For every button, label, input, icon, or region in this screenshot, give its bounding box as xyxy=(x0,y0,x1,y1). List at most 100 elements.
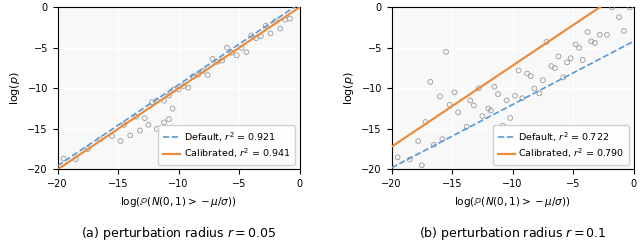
Point xyxy=(280,18,290,22)
Point xyxy=(246,33,257,37)
Point xyxy=(546,64,556,68)
Point xyxy=(159,121,169,124)
Point xyxy=(285,17,295,21)
Point xyxy=(58,157,68,160)
Point xyxy=(566,56,576,60)
Point xyxy=(420,120,431,124)
Point xyxy=(586,39,596,43)
Point xyxy=(198,69,208,73)
Point xyxy=(477,114,488,118)
Point xyxy=(486,109,496,113)
Y-axis label: $\log(p)$: $\log(p)$ xyxy=(342,71,356,105)
Point xyxy=(236,46,246,50)
Point xyxy=(159,99,169,103)
Point xyxy=(135,129,145,132)
Point xyxy=(392,155,403,159)
Legend: Default, $r^2$ = 0.722, Calibrated, $r^2$ = 0.790: Default, $r^2$ = 0.722, Calibrated, $r^2… xyxy=(493,125,629,165)
Point xyxy=(483,107,493,111)
Point xyxy=(183,86,193,90)
Point xyxy=(425,80,435,84)
Point xyxy=(570,42,580,46)
Point xyxy=(188,75,198,78)
Point xyxy=(168,107,178,111)
Point xyxy=(266,31,276,35)
Point xyxy=(95,137,105,141)
Point xyxy=(217,59,227,63)
Point xyxy=(251,36,261,40)
Point xyxy=(501,98,511,102)
Point xyxy=(256,34,266,38)
Point xyxy=(595,33,605,37)
Point xyxy=(83,147,93,151)
Point xyxy=(152,98,162,102)
Point xyxy=(119,123,129,127)
Point xyxy=(562,60,572,64)
Point xyxy=(164,94,174,98)
Point xyxy=(222,46,232,50)
Point xyxy=(445,103,455,107)
Point xyxy=(589,41,600,45)
Point xyxy=(510,94,520,98)
Point xyxy=(212,60,223,64)
Point xyxy=(461,125,472,129)
Point xyxy=(513,68,524,72)
Point xyxy=(70,157,81,161)
X-axis label: $\log(\mathbb{P}(N(0, 1) > -\mu/\sigma))$: $\log(\mathbb{P}(N(0, 1) > -\mu/\sigma))… xyxy=(454,195,571,209)
Point xyxy=(554,54,564,58)
Point xyxy=(404,158,415,161)
Point xyxy=(441,50,451,54)
Point xyxy=(125,133,135,137)
Point xyxy=(505,116,515,120)
Point xyxy=(574,46,584,50)
Point xyxy=(525,74,536,78)
Point xyxy=(490,85,500,89)
Point xyxy=(449,91,460,94)
Point xyxy=(275,27,285,30)
Point xyxy=(578,58,588,62)
Point xyxy=(202,73,212,77)
Point xyxy=(152,127,162,131)
Point xyxy=(140,116,150,120)
Point xyxy=(115,139,125,143)
Point xyxy=(614,15,624,19)
Point xyxy=(558,76,568,79)
Point xyxy=(619,29,629,33)
Point xyxy=(468,104,479,107)
Point xyxy=(107,134,117,138)
Point xyxy=(453,110,463,114)
Point xyxy=(474,86,484,90)
Point xyxy=(534,91,545,95)
Point xyxy=(429,143,439,147)
Point xyxy=(522,72,532,76)
Point xyxy=(260,24,271,28)
Point xyxy=(529,87,540,91)
Point xyxy=(582,30,593,34)
Point xyxy=(517,96,527,100)
X-axis label: $\log(\mathbb{P}(N(0, 1) > -\mu/\sigma))$: $\log(\mathbb{P}(N(0, 1) > -\mu/\sigma))… xyxy=(120,195,237,209)
Title: (b) perturbation radius $r = 0.1$: (b) perturbation radius $r = 0.1$ xyxy=(419,226,607,242)
Point xyxy=(541,40,552,44)
Point xyxy=(227,51,237,55)
Point xyxy=(173,87,184,91)
Point xyxy=(602,33,612,37)
Point xyxy=(241,50,252,54)
Point xyxy=(538,78,548,82)
Point xyxy=(437,137,447,141)
Point xyxy=(607,5,617,9)
Point xyxy=(207,57,218,61)
Point xyxy=(465,98,476,102)
Point xyxy=(143,123,154,127)
Y-axis label: $\log(p)$: $\log(p)$ xyxy=(8,71,22,105)
Point xyxy=(164,117,174,121)
Point xyxy=(498,124,508,128)
Point xyxy=(169,88,179,91)
Point xyxy=(131,115,141,119)
Legend: Default, $r^2$ = 0.921, Calibrated, $r^2$ = 0.941: Default, $r^2$ = 0.921, Calibrated, $r^2… xyxy=(158,125,295,165)
Point xyxy=(193,73,203,77)
Title: (a) perturbation radius $r = 0.05$: (a) perturbation radius $r = 0.05$ xyxy=(81,226,276,242)
Point xyxy=(417,163,427,167)
Point xyxy=(550,66,560,70)
Point xyxy=(232,53,242,57)
Point xyxy=(625,5,635,9)
Point xyxy=(493,92,503,96)
